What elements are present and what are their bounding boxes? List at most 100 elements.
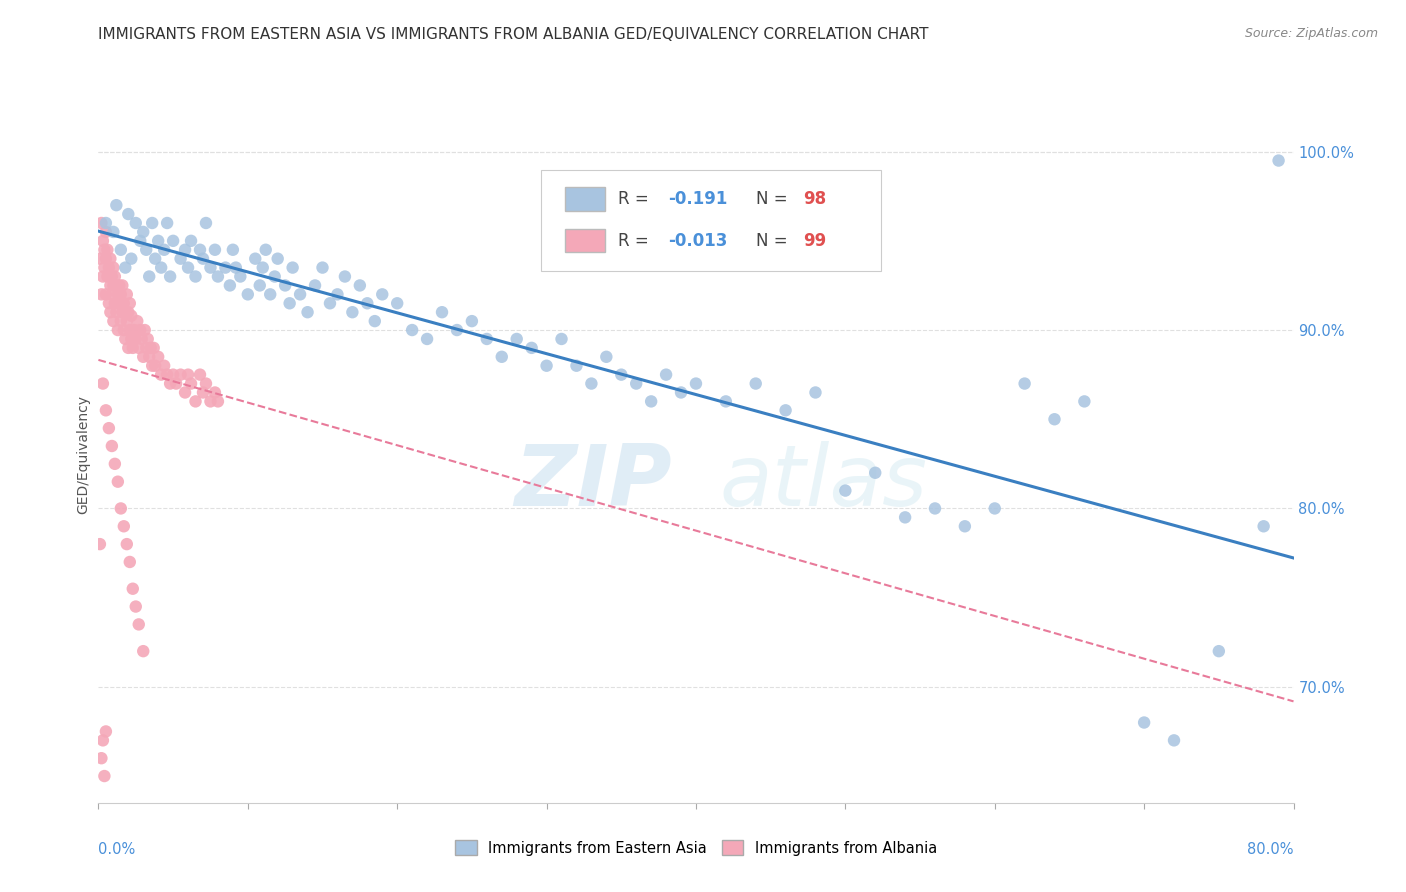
Point [252, 260, 274, 275]
Point [219, 278, 242, 293]
Point [162, 234, 184, 248]
Point [105, 278, 128, 293]
Point [104, 269, 127, 284]
Point [204, 243, 226, 257]
Point [281, 260, 304, 275]
FancyBboxPatch shape [565, 228, 605, 252]
Point [108, 296, 131, 310]
Point [685, 376, 707, 391]
Point [115, 537, 138, 551]
Point [97, 421, 120, 435]
Point [259, 287, 281, 301]
Point [1253, 519, 1275, 533]
Point [100, 252, 122, 266]
Point [245, 252, 267, 266]
Point [1133, 715, 1156, 730]
Point [401, 323, 423, 337]
Point [105, 198, 128, 212]
Point [153, 243, 176, 257]
Point [103, 225, 125, 239]
Point [117, 341, 139, 355]
Point [924, 501, 946, 516]
Point [180, 376, 202, 391]
Point [165, 376, 187, 391]
FancyBboxPatch shape [540, 169, 882, 270]
Point [595, 350, 617, 364]
Point [610, 368, 633, 382]
Point [114, 260, 136, 275]
Point [143, 252, 166, 266]
Point [94, 216, 117, 230]
Point [128, 341, 150, 355]
Point [94, 225, 117, 239]
Point [111, 305, 134, 319]
Point [94, 287, 117, 301]
Point [775, 403, 797, 417]
Point [491, 350, 513, 364]
Point [364, 314, 387, 328]
Point [804, 385, 827, 400]
Text: 98: 98 [804, 190, 827, 208]
Point [550, 332, 572, 346]
Point [195, 376, 218, 391]
Point [1163, 733, 1185, 747]
Point [91, 234, 114, 248]
Point [111, 278, 134, 293]
Point [132, 350, 155, 364]
Point [225, 260, 247, 275]
Point [180, 234, 202, 248]
Point [101, 269, 124, 284]
Point [112, 296, 135, 310]
Point [115, 314, 138, 328]
Point [894, 510, 917, 524]
Text: 99: 99 [804, 232, 827, 250]
Point [148, 234, 170, 248]
Point [506, 332, 529, 346]
Legend: Immigrants from Eastern Asia, Immigrants from Albania: Immigrants from Eastern Asia, Immigrants… [449, 835, 943, 862]
Point [136, 332, 159, 346]
Point [148, 350, 170, 364]
Point [89, 537, 111, 551]
Point [191, 252, 214, 266]
Text: atlas: atlas [720, 442, 928, 524]
Point [112, 323, 135, 337]
Point [103, 278, 125, 293]
Point [110, 314, 132, 328]
Point [520, 341, 543, 355]
Text: N =: N = [756, 190, 793, 208]
Point [834, 483, 856, 498]
Text: IMMIGRANTS FROM EASTERN ASIA VS IMMIGRANTS FROM ALBANIA GED/EQUIVALENCY CORRELAT: IMMIGRANTS FROM EASTERN ASIA VS IMMIGRAN… [98, 27, 929, 42]
Point [200, 394, 222, 409]
Point [124, 323, 146, 337]
Text: R =: R = [619, 190, 654, 208]
Point [100, 305, 122, 319]
Point [356, 296, 378, 310]
Point [141, 216, 163, 230]
Point [169, 252, 191, 266]
Point [93, 769, 115, 783]
Point [105, 305, 128, 319]
Point [107, 287, 129, 301]
Point [129, 323, 152, 337]
Text: Source: ZipAtlas.com: Source: ZipAtlas.com [1244, 27, 1378, 40]
Point [177, 260, 200, 275]
Point [655, 368, 678, 382]
Point [461, 314, 484, 328]
Point [101, 287, 124, 301]
Point [745, 376, 768, 391]
Point [104, 457, 127, 471]
Point [96, 243, 118, 257]
Text: ZIP: ZIP [515, 442, 672, 524]
Point [107, 323, 129, 337]
Point [222, 243, 245, 257]
Point [169, 368, 191, 382]
Point [714, 394, 737, 409]
Point [304, 278, 326, 293]
Point [174, 243, 197, 257]
Point [120, 332, 142, 346]
Point [333, 269, 356, 284]
Point [1208, 644, 1230, 658]
Point [1014, 376, 1036, 391]
Point [177, 368, 200, 382]
Point [184, 394, 207, 409]
